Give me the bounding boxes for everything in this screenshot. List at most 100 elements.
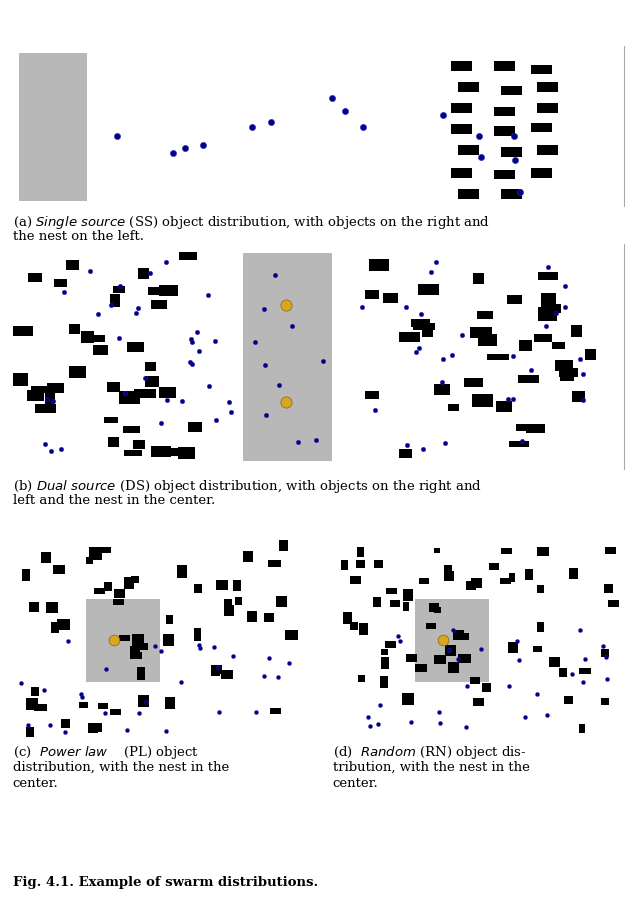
Bar — [127, 342, 145, 352]
Point — [84, 264, 95, 278]
Bar — [138, 267, 148, 279]
Point — [597, 639, 607, 654]
Bar — [166, 615, 173, 623]
Bar — [358, 675, 365, 682]
Point — [203, 287, 213, 301]
Point — [411, 345, 421, 360]
Point — [401, 437, 412, 452]
Bar — [415, 664, 427, 672]
Point — [339, 103, 349, 118]
Point — [438, 351, 448, 366]
Point — [77, 690, 88, 704]
Bar — [188, 422, 202, 431]
Text: the nest on the left.: the nest on the left. — [13, 230, 144, 243]
Point — [508, 391, 518, 406]
Bar — [243, 551, 253, 561]
Bar — [137, 668, 145, 680]
Point — [406, 715, 416, 729]
Bar — [68, 325, 80, 334]
Point — [578, 675, 588, 690]
Text: left and the nest in the center.: left and the nest in the center. — [13, 494, 215, 507]
Bar — [61, 718, 70, 727]
Point — [42, 392, 52, 407]
Bar — [500, 147, 522, 157]
Point — [417, 442, 428, 456]
Bar — [434, 548, 440, 553]
Bar — [216, 580, 228, 590]
Bar — [458, 654, 470, 663]
Bar — [403, 602, 409, 610]
Bar — [224, 599, 232, 612]
Bar — [451, 62, 472, 71]
Bar — [471, 578, 483, 587]
Bar — [413, 324, 435, 330]
Bar — [247, 610, 257, 622]
Point — [252, 704, 262, 719]
Point — [310, 432, 321, 447]
Point — [508, 128, 518, 143]
Point — [435, 715, 445, 730]
Point — [578, 392, 588, 407]
Point — [515, 653, 525, 668]
Bar — [609, 600, 619, 608]
Bar — [88, 724, 98, 733]
Bar — [12, 326, 33, 336]
Bar — [538, 307, 557, 321]
Bar — [579, 724, 586, 733]
Point — [476, 642, 486, 656]
Bar — [94, 723, 102, 731]
Point — [149, 639, 159, 654]
Bar — [531, 123, 552, 133]
Bar — [86, 599, 160, 682]
Bar — [369, 259, 389, 271]
Bar — [131, 575, 139, 584]
Bar — [500, 189, 522, 198]
Point — [560, 278, 570, 293]
Text: (c)  $\it{Power\ law}$    (PL) object: (c) $\it{Power\ law}$ (PL) object — [13, 744, 198, 761]
Point — [270, 267, 280, 282]
Point — [434, 705, 444, 720]
Bar — [533, 645, 542, 652]
Bar — [119, 391, 140, 404]
Bar — [51, 622, 59, 632]
Bar — [559, 668, 567, 677]
Point — [133, 301, 143, 315]
Bar — [477, 334, 497, 347]
Point — [250, 335, 260, 349]
Point — [542, 708, 552, 723]
Point — [458, 328, 468, 343]
Bar — [541, 304, 561, 313]
Point — [214, 704, 225, 719]
Point — [602, 672, 612, 687]
Bar — [585, 349, 596, 361]
Point — [195, 343, 205, 358]
Point — [440, 436, 450, 451]
Point — [356, 300, 367, 314]
Bar — [211, 666, 220, 676]
Point — [260, 358, 270, 372]
Bar — [564, 696, 573, 703]
Point — [162, 393, 172, 408]
Point — [22, 717, 33, 732]
Bar — [341, 561, 348, 571]
Bar — [448, 662, 459, 673]
Point — [436, 374, 447, 389]
Bar — [458, 82, 479, 92]
Point — [414, 340, 424, 355]
Bar — [429, 603, 438, 611]
Bar — [422, 324, 433, 337]
Bar — [178, 447, 195, 459]
Bar — [107, 382, 120, 392]
Bar — [444, 572, 454, 581]
Point — [17, 675, 27, 690]
Point — [559, 300, 570, 314]
Bar — [426, 623, 436, 630]
Bar — [159, 285, 179, 296]
Bar — [104, 417, 118, 423]
Point — [602, 650, 612, 665]
Bar — [555, 360, 573, 372]
Bar — [386, 588, 397, 594]
Bar — [79, 702, 88, 708]
Bar — [41, 551, 51, 562]
Point — [204, 379, 214, 394]
